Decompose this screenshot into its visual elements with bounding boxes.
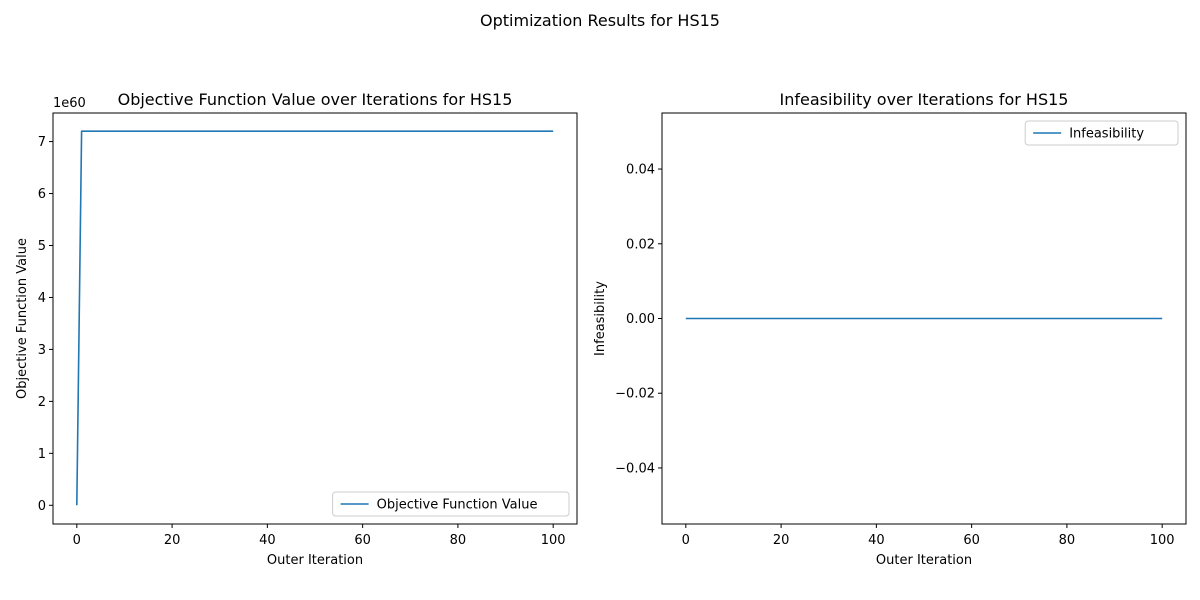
infeasibility-x-axis-label: Outer Iteration [876, 553, 972, 568]
objective-chart-title: Objective Function Value over Iterations… [118, 90, 513, 109]
objective-x-tick-label: 100 [541, 533, 566, 548]
objective-series-line [76, 130, 554, 506]
infeasibility-y-tick-label: 0.02 [626, 237, 655, 252]
objective-x-tick-label: 40 [259, 533, 276, 548]
infeasibility-y-tick-label: −0.04 [615, 461, 655, 476]
objective-y-tick-label: 4 [38, 291, 46, 306]
objective-y-tick-label: 0 [38, 499, 46, 514]
objective-legend-box [332, 491, 570, 517]
infeasibility-x-tick-label: 0 [682, 533, 690, 548]
objective-legend-label: Objective Function Value [377, 498, 538, 513]
objective-x-tick-label: 0 [73, 533, 81, 548]
infeasibility-chart-title: Infeasibility over Iterations for HS15 [780, 90, 1069, 109]
objective-y-tick-label: 5 [38, 239, 46, 254]
objective-axes-frame [52, 112, 578, 525]
infeasibility-y-tick-label: 0.04 [626, 163, 655, 178]
infeasibility-x-tick-label: 20 [773, 533, 790, 548]
infeasibility-x-tick-label: 80 [1059, 533, 1076, 548]
objective-x-tick-label: 80 [450, 533, 467, 548]
infeasibility-legend-box [1024, 120, 1179, 146]
objective-x-tick-label: 60 [354, 533, 371, 548]
infeasibility-legend-label: Infeasibility [1069, 127, 1144, 142]
objective-y-offset-label: 1e60 [53, 96, 86, 111]
objective-chart-panel: Objective Function Value over Iterations… [15, 90, 578, 568]
objective-y-tick-label: 6 [38, 187, 46, 202]
infeasibility-y-tick-label: −0.02 [615, 387, 655, 402]
figure-suptitle: Optimization Results for HS15 [480, 11, 720, 30]
objective-y-tick-label: 2 [38, 395, 46, 410]
objective-y-tick-label: 3 [38, 343, 46, 358]
objective-y-tick-label: 7 [38, 135, 46, 150]
infeasibility-x-tick-label: 100 [1150, 533, 1175, 548]
infeasibility-chart-panel: Infeasibility over Iterations for HS15 0 2… [593, 90, 1187, 568]
objective-y-tick-label: 1 [38, 447, 46, 462]
objective-y-axis-label: Objective Function Value [15, 238, 30, 399]
objective-x-axis-label: Outer Iteration [267, 553, 363, 568]
infeasibility-y-tick-label: 0.00 [626, 312, 655, 327]
objective-x-tick-label: 20 [164, 533, 181, 548]
infeasibility-x-tick-label: 40 [868, 533, 885, 548]
infeasibility-x-tick-label: 60 [963, 533, 980, 548]
infeasibility-y-axis-label: Infeasibility [593, 281, 608, 356]
